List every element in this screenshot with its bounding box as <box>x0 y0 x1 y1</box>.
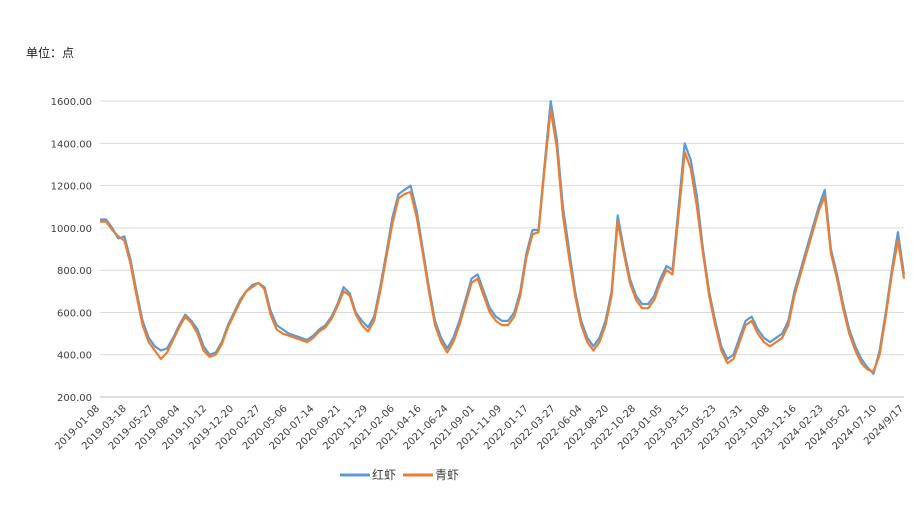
y-tick-label: 1000.00 <box>51 224 92 235</box>
y-axis-ticks: 200.00 400.00 600.00 800.00 1000.00 1200.00 14… <box>51 97 92 404</box>
series-line-2 <box>100 108 906 373</box>
y-tick-label: 1600.00 <box>51 97 92 108</box>
y-tick-label: 800.00 <box>57 266 92 277</box>
grid-lines <box>100 100 904 398</box>
y-tick-label: 600.00 <box>57 308 92 319</box>
legend: 红虾 青虾 <box>340 467 459 482</box>
legend-label: 红虾 <box>372 467 396 482</box>
y-tick-label: 1200.00 <box>51 182 92 193</box>
y-tick-label: 200.00 <box>57 393 92 404</box>
unit-label: 单位：点 <box>26 46 75 60</box>
legend-label: 青虾 <box>435 468 459 482</box>
x-axis-ticks: 2019-01-082019-03-182019-05-272019-08-04… <box>53 403 906 452</box>
y-tick-label: 400.00 <box>57 351 92 362</box>
y-tick-label: 1400.00 <box>51 139 92 150</box>
series-lines <box>100 99 906 375</box>
